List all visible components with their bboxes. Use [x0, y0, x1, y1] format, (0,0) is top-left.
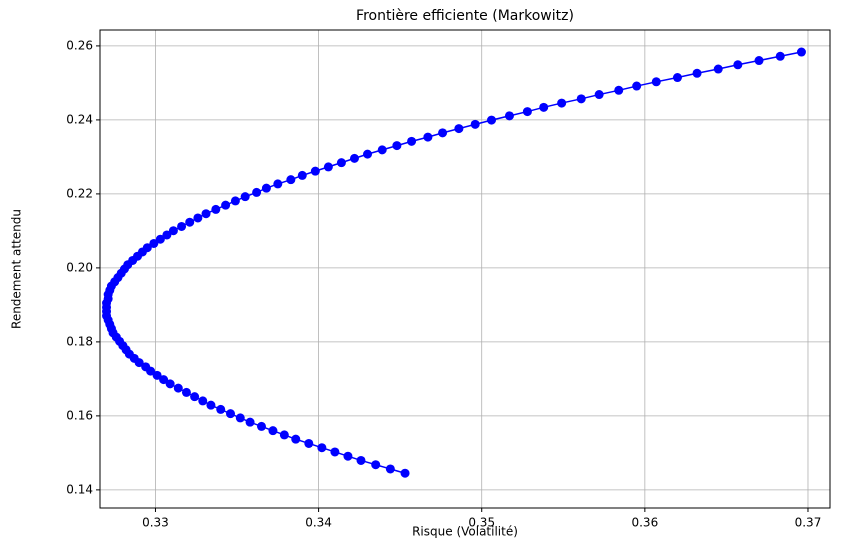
- point: [310, 166, 320, 176]
- point: [438, 128, 448, 138]
- point: [198, 396, 208, 406]
- point: [155, 234, 165, 244]
- point: [221, 200, 231, 210]
- point: [733, 60, 743, 70]
- point: [142, 243, 152, 253]
- x-tick-label: 0.36: [631, 516, 658, 530]
- point: [286, 175, 296, 185]
- point: [268, 426, 278, 436]
- point: [323, 162, 333, 172]
- point: [162, 230, 172, 240]
- frontier-line: [105, 51, 802, 474]
- point: [173, 383, 183, 393]
- point: [291, 434, 301, 444]
- point: [193, 213, 203, 223]
- point: [775, 51, 785, 61]
- point: [336, 158, 346, 168]
- point: [470, 119, 480, 129]
- point: [245, 417, 255, 427]
- y-tick-label: 0.14: [66, 482, 93, 496]
- point: [206, 400, 216, 410]
- point: [343, 451, 353, 461]
- point: [454, 124, 464, 134]
- y-tick-label: 0.20: [66, 260, 93, 274]
- chart-title: Frontière efficiente (Markowitz): [356, 8, 574, 24]
- point: [226, 409, 236, 419]
- point: [713, 64, 723, 74]
- point: [539, 102, 549, 112]
- point: [614, 85, 624, 95]
- y-tick-label: 0.24: [66, 112, 93, 126]
- point: [632, 81, 642, 91]
- point: [181, 387, 191, 397]
- point: [252, 187, 262, 197]
- point: [273, 179, 283, 189]
- point: [317, 443, 327, 453]
- point: [522, 107, 532, 117]
- point: [261, 183, 271, 193]
- y-axis-label: Rendement attendu: [10, 209, 24, 329]
- point: [754, 56, 764, 66]
- point: [159, 375, 169, 385]
- point: [279, 430, 289, 440]
- point: [377, 145, 387, 155]
- point: [356, 455, 366, 465]
- point: [504, 111, 514, 121]
- point: [141, 362, 151, 372]
- point: [407, 136, 417, 146]
- point: [235, 413, 245, 423]
- point: [304, 438, 314, 448]
- point: [149, 238, 159, 248]
- x-tick-label: 0.33: [142, 516, 169, 530]
- point: [576, 94, 586, 104]
- point: [371, 460, 381, 470]
- point: [363, 149, 373, 159]
- point: [349, 153, 359, 163]
- x-tick-label: 0.34: [305, 516, 332, 530]
- y-tick-label: 0.16: [66, 408, 93, 422]
- point: [672, 73, 682, 83]
- y-tick-label: 0.26: [66, 38, 93, 52]
- x-tick-label: 0.35: [468, 516, 495, 530]
- point: [168, 226, 178, 236]
- x-axis-label: Risque (Volatilité): [412, 525, 518, 539]
- plot-frame: [99, 29, 831, 509]
- point: [651, 77, 661, 87]
- point: [297, 170, 307, 180]
- point: [240, 192, 250, 202]
- point: [177, 221, 187, 231]
- point: [557, 98, 567, 108]
- point: [201, 209, 211, 219]
- point: [423, 132, 433, 142]
- point: [330, 447, 340, 457]
- point: [692, 68, 702, 78]
- point: [256, 421, 266, 431]
- point: [152, 370, 162, 380]
- point: [190, 392, 200, 402]
- point: [392, 141, 402, 151]
- point: [487, 115, 497, 125]
- point: [594, 90, 604, 100]
- y-tick-label: 0.22: [66, 186, 93, 200]
- point: [400, 468, 410, 478]
- point: [796, 47, 806, 57]
- point: [165, 379, 175, 389]
- point: [385, 464, 395, 474]
- point: [185, 217, 195, 227]
- point: [211, 204, 221, 214]
- x-tick-label: 0.37: [795, 516, 822, 530]
- y-tick-label: 0.18: [66, 334, 93, 348]
- point: [216, 404, 226, 414]
- point: [230, 196, 240, 206]
